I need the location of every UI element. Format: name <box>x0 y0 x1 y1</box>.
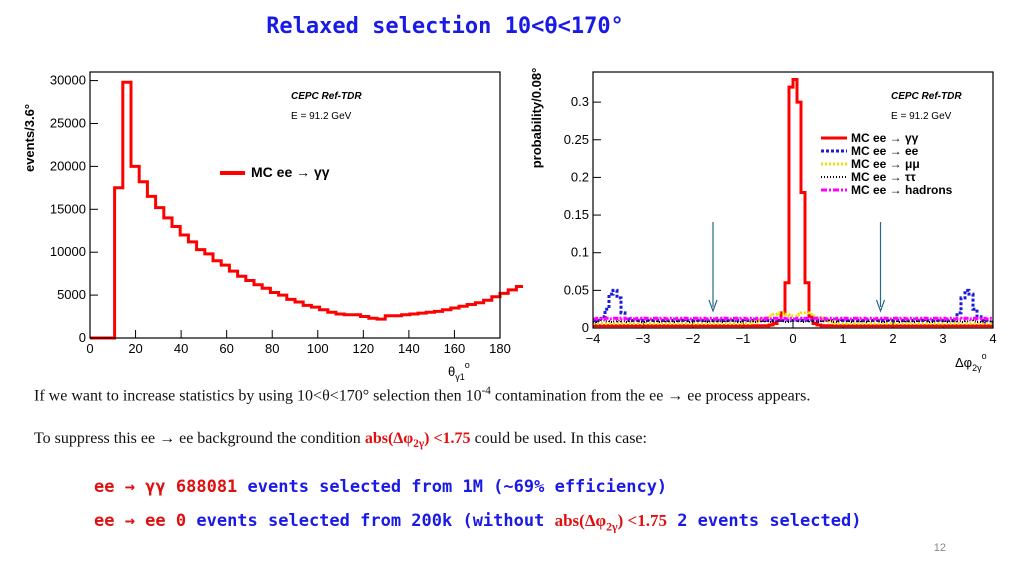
x-tick-label: 80 <box>265 341 279 356</box>
x-tick-label: 4 <box>989 331 996 346</box>
histogram-series-4 <box>593 316 993 321</box>
plot2-arrows <box>708 222 886 313</box>
x-tick-label: 100 <box>307 341 329 356</box>
histogram-series-2 <box>593 311 993 325</box>
legend-label: MC ee → hadrons <box>851 183 953 197</box>
plot2-series <box>593 78 993 328</box>
delta-phi-histogram-chart: −4 −3 −2 −1 0 1 2 3 4 0 0.05 0.1 0.15 0.2 0.25 0.3 prob… <box>529 68 997 373</box>
y-tick-label: 0.05 <box>564 282 589 297</box>
plot1-ticks: 0 20 40 60 80 100 120 140 160 180 0 5000 10000 15000 2… <box>50 73 511 356</box>
plot1-annotation-1: CEPC Ref-TDR <box>291 91 362 102</box>
selection-result-2: ee → ee 0 events selected from 200k (wit… <box>94 511 862 534</box>
x-tick-label: 0 <box>86 341 93 356</box>
x-tick-label: 20 <box>128 341 142 356</box>
plot2-annotation-2: E = 91.2 GeV <box>891 111 952 122</box>
x-tick-label: 60 <box>219 341 233 356</box>
legend-label: MC ee → ττ <box>851 170 916 184</box>
y-tick-label: 0.3 <box>571 94 589 109</box>
y-tick-label: 5000 <box>57 287 86 302</box>
plot1-xlabel: θγ1o <box>448 360 470 382</box>
plot2-frame <box>592 71 994 329</box>
x-tick-label: −1 <box>736 331 751 346</box>
cut-arrow-head <box>708 299 718 313</box>
plot1-legend: MC ee → γγ <box>220 164 330 180</box>
page-number: 12 <box>933 542 946 554</box>
x-tick-label: 140 <box>398 341 420 356</box>
y-tick-label: 0.1 <box>571 245 589 260</box>
x-tick-label: 0 <box>789 331 796 346</box>
y-tick-label: 25000 <box>50 115 86 130</box>
x-tick-label: −3 <box>636 331 651 346</box>
y-tick-label: 15000 <box>50 201 86 216</box>
selection-result-1: ee → γγ 688081 events selected from 1M (… <box>94 477 668 497</box>
histogram-series-0 <box>90 80 523 340</box>
y-tick-label: 30000 <box>50 73 86 88</box>
x-tick-label: 40 <box>174 341 188 356</box>
x-tick-label: 1 <box>839 331 846 346</box>
x-tick-label: 120 <box>352 341 374 356</box>
legend-label: MC ee → ee <box>851 144 919 158</box>
y-tick-label: 10000 <box>50 244 86 259</box>
body-line-2-condition: abs(Δφ2γ) <1.75 <box>364 430 471 451</box>
plot1-series <box>90 80 523 340</box>
histogram-series-0 <box>593 78 993 328</box>
plot1-frame <box>89 71 501 339</box>
cut-arrow-head <box>875 299 886 313</box>
legend-label: MC ee → μμ <box>851 157 920 171</box>
x-tick-label: −4 <box>586 331 601 346</box>
plot2-xlabel: Δφ2γo <box>955 351 987 373</box>
histogram-series-3 <box>593 319 993 323</box>
y-tick-label: 20000 <box>50 158 86 173</box>
plot1-ylabel: events/3.6° <box>22 104 37 172</box>
y-tick-label: 0.25 <box>564 132 589 147</box>
y-tick-label: 0 <box>582 320 589 335</box>
plot2-annotation-1: CEPC Ref-TDR <box>891 91 962 102</box>
x-tick-label: 180 <box>489 341 511 356</box>
slide-title: Relaxed selection 10<θ<170° <box>266 14 624 39</box>
y-tick-label: 0 <box>79 330 86 345</box>
x-tick-label: 3 <box>939 331 946 346</box>
y-tick-label: 0.2 <box>571 169 589 184</box>
theta-histogram-chart: 0 20 40 60 80 100 120 140 160 180 0 5000 10000 15000 2… <box>22 71 523 382</box>
plot2-ylabel: probability/0.08° <box>529 68 544 169</box>
x-tick-label: 2 <box>889 331 896 346</box>
body-line-2: To suppress this ee → ee background the … <box>34 430 647 451</box>
legend-label: MC ee → γγ <box>851 131 919 145</box>
x-tick-label: 160 <box>444 341 466 356</box>
x-tick-label: −2 <box>686 331 701 346</box>
plot2-ticks: −4 −3 −2 −1 0 1 2 3 4 0 0.05 0.1 0.15 0.2 0.25 0.3 <box>564 94 997 346</box>
plot1-annotation-2: E = 91.2 GeV <box>291 111 352 122</box>
y-tick-label: 0.15 <box>564 207 589 222</box>
plot1-legend-label: MC ee → γγ <box>251 164 330 180</box>
body-line-1: If we want to increase statistics by usi… <box>34 385 811 405</box>
